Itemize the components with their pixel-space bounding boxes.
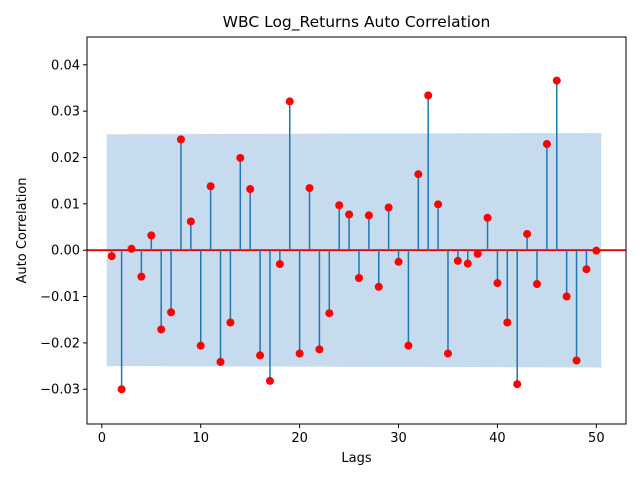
y-tick-label: −0.01: [40, 290, 80, 305]
data-point: [513, 380, 522, 389]
data-point: [354, 274, 363, 283]
data-point: [582, 265, 591, 274]
data-point: [117, 385, 126, 394]
x-tick-label: 30: [390, 431, 407, 446]
chart-title: WBC Log_Returns Auto Correlation: [223, 13, 491, 32]
data-point: [542, 140, 551, 149]
data-point: [493, 279, 502, 288]
data-point: [127, 244, 136, 253]
x-tick-label: 0: [98, 431, 106, 446]
data-point: [226, 318, 235, 327]
y-axis-ticks: −0.03 −0.02 −0.01 0.00 0.01 0.02 0.03 0.04: [40, 58, 87, 398]
data-point: [562, 292, 571, 301]
y-tick-label: −0.03: [40, 383, 80, 398]
x-tick-label: 40: [489, 431, 506, 446]
data-point: [176, 135, 185, 144]
data-point: [503, 318, 512, 327]
data-point: [305, 184, 314, 193]
data-point: [216, 357, 225, 366]
data-point: [325, 309, 334, 318]
data-point: [592, 246, 601, 255]
y-axis-label: Auto Correlation: [15, 178, 30, 284]
y-tick-label: −0.02: [40, 336, 80, 351]
data-point: [265, 376, 274, 385]
data-point: [256, 351, 265, 360]
x-axis-ticks: 0 10 20 30 40 50: [98, 424, 605, 446]
data-point: [137, 272, 146, 281]
data-point: [404, 341, 413, 350]
x-tick-label: 50: [588, 431, 605, 446]
data-point: [295, 349, 304, 358]
data-point: [473, 249, 482, 258]
y-tick-label: 0.03: [51, 105, 80, 120]
data-point: [147, 231, 156, 240]
y-tick-label: 0.04: [51, 58, 80, 73]
x-tick-label: 10: [192, 431, 209, 446]
data-point: [364, 211, 373, 220]
data-point: [335, 201, 344, 210]
y-tick-label: 0.01: [51, 197, 80, 212]
data-point: [345, 210, 354, 219]
data-point: [107, 252, 116, 261]
data-point: [572, 356, 581, 365]
y-tick-label: 0.02: [51, 151, 80, 166]
y-tick-label: 0.00: [51, 244, 80, 259]
x-tick-label: 20: [291, 431, 308, 446]
data-point: [167, 308, 176, 317]
data-point: [414, 170, 423, 179]
data-point: [424, 91, 433, 100]
data-point: [443, 349, 452, 358]
data-point: [285, 97, 294, 106]
data-point: [523, 229, 532, 238]
markers-layer: [107, 76, 601, 394]
data-point: [374, 282, 383, 291]
data-point: [463, 259, 472, 268]
data-point: [196, 341, 205, 350]
data-point: [434, 200, 443, 209]
data-point: [315, 345, 324, 354]
plot-frame: [86, 36, 627, 425]
data-point: [157, 325, 166, 334]
data-point: [453, 256, 462, 265]
stems-layer: [110, 80, 598, 390]
data-point: [236, 153, 245, 162]
x-axis-label: Lags: [341, 451, 371, 466]
data-point: [275, 260, 284, 269]
data-point: [552, 76, 561, 85]
data-point: [384, 203, 393, 212]
data-point: [483, 213, 492, 222]
data-point: [394, 257, 403, 266]
data-point: [532, 280, 541, 289]
data-point: [206, 182, 215, 191]
data-point: [246, 185, 255, 194]
data-point: [186, 217, 195, 226]
